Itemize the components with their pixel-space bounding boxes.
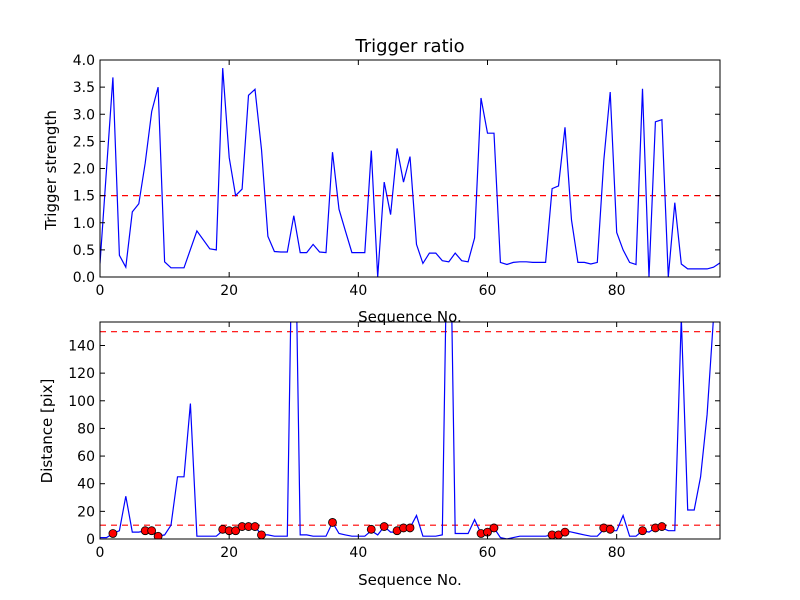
top-chart-title: Trigger ratio	[354, 36, 464, 57]
top-y-axis-label: Trigger strength	[42, 110, 60, 231]
y-tick-label: 80	[77, 421, 95, 437]
x-tick-label: 80	[608, 283, 626, 299]
y-tick-label: 2.5	[73, 134, 95, 150]
y-tick-label: 3.0	[73, 107, 95, 123]
x-tick-label: 40	[349, 283, 367, 299]
y-tick-label: 40	[77, 477, 95, 493]
x-tick-label: 20	[220, 545, 238, 561]
data-point-marker	[560, 527, 570, 537]
y-tick-label: 0	[86, 532, 95, 548]
y-tick-label: 60	[77, 449, 95, 465]
x-tick-label: 80	[608, 545, 626, 561]
y-tick-label: 3.5	[73, 80, 95, 96]
plot-area-1	[100, 322, 720, 539]
data-point-marker	[257, 530, 266, 539]
plot-area-0	[100, 68, 720, 277]
data-point-marker	[366, 524, 376, 534]
y-tick-label: 140	[68, 338, 95, 354]
data-point-marker	[657, 522, 667, 531]
y-tick-label: 1.5	[73, 189, 95, 205]
axes-frame	[99, 59, 721, 278]
y-tick-label: 1.0	[73, 216, 95, 232]
series-line	[100, 68, 720, 277]
data-point-marker	[108, 529, 118, 538]
data-point-marker	[605, 524, 615, 534]
x-tick-label: 60	[479, 545, 497, 561]
x-tick-label: 20	[220, 283, 238, 299]
data-point-marker	[153, 531, 163, 539]
data-point-marker	[379, 522, 389, 531]
data-point-marker	[250, 522, 260, 531]
bottom-y-axis-label: Distance [pix]	[38, 379, 56, 484]
y-tick-label: 20	[77, 504, 95, 520]
data-point-marker	[328, 518, 337, 527]
bottom-x-axis-label: Sequence No.	[358, 571, 462, 589]
x-tick-label: 60	[479, 283, 497, 299]
data-point-marker	[147, 526, 157, 536]
x-tick-label: 40	[349, 545, 367, 561]
trigger-ratio-panel: Trigger ratio Sequence No. Trigger stren…	[42, 36, 721, 326]
x-tick-label: 0	[96, 283, 105, 299]
axes-frame	[99, 321, 721, 540]
y-tick-label: 100	[68, 394, 95, 410]
y-tick-label: 0.5	[73, 243, 95, 259]
y-tick-label: 4.0	[73, 53, 95, 69]
data-point-marker	[489, 523, 499, 533]
x-tick-label: 0	[96, 545, 105, 561]
data-point-marker	[231, 526, 241, 536]
y-tick-label: 0.0	[73, 270, 95, 286]
y-tick-label: 2.0	[73, 162, 95, 178]
y-tick-label: 120	[68, 366, 95, 382]
top-x-axis-label: Sequence No.	[358, 308, 462, 326]
data-point-marker	[405, 523, 415, 533]
distance-panel: Sequence No. Distance [pix] 0 20 40 60 80 0 20…	[38, 321, 721, 589]
data-point-marker	[638, 526, 647, 536]
